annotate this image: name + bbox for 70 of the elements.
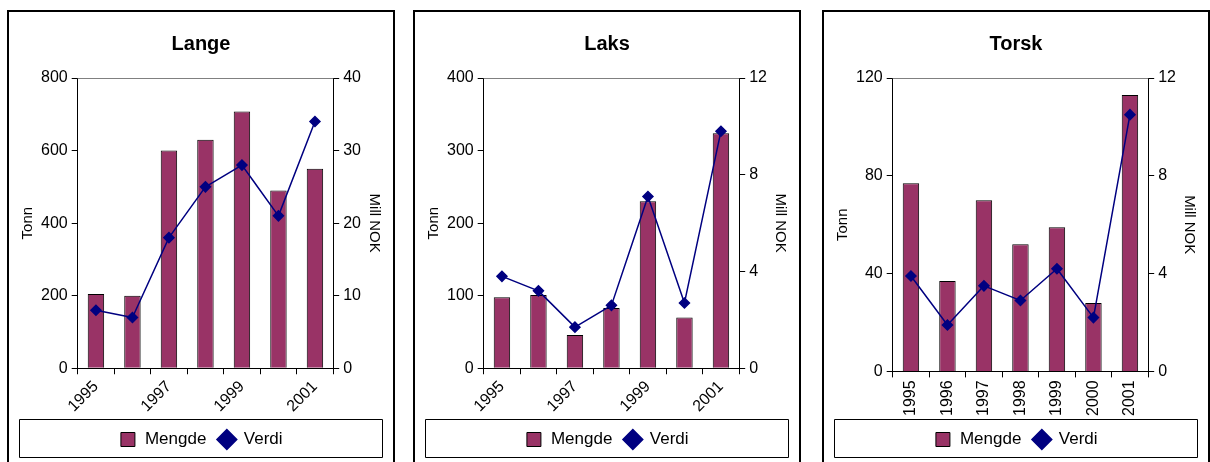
- y-tick-label: 0: [873, 361, 883, 379]
- y-tick-label: 0: [464, 358, 474, 376]
- x-tick-label: 1998: [1010, 380, 1028, 416]
- point: [309, 115, 321, 128]
- y-tick-label: 200: [40, 286, 68, 304]
- legend-label: Mengde: [144, 429, 207, 449]
- x-tick-label: 2001: [1120, 380, 1138, 416]
- point: [272, 210, 285, 222]
- point: [605, 299, 618, 312]
- point: [978, 280, 990, 292]
- point: [1124, 108, 1136, 121]
- legend-label: Mengde: [959, 429, 1022, 449]
- y2-tick-label: 20: [343, 213, 362, 231]
- point: [715, 125, 727, 137]
- y2-tick-label: 12: [749, 68, 768, 86]
- point: [126, 311, 139, 324]
- y-axis-title: Tonn: [833, 208, 851, 241]
- point: [941, 319, 954, 331]
- x-tick-label: 1995: [901, 380, 919, 416]
- y-tick-label: 120: [855, 68, 883, 86]
- point: [163, 231, 175, 244]
- point: [569, 321, 581, 333]
- y2-axis-title: Mill NOK: [366, 193, 384, 253]
- y-tick-label: 200: [446, 213, 474, 231]
- y-tick-label: 400: [446, 68, 474, 86]
- y-tick-label: 800: [40, 68, 68, 86]
- legend-label: Verdi: [649, 429, 689, 449]
- chart-title: Laks: [584, 31, 630, 54]
- y2-axis-title: Mill NOK: [772, 193, 790, 253]
- y-tick-label: 400: [40, 213, 68, 231]
- point: [1087, 311, 1100, 324]
- y-axis-title: Tonn: [424, 206, 442, 240]
- y2-tick-label: 0: [749, 358, 759, 376]
- point: [905, 270, 917, 282]
- x-tick-label: 1996: [937, 380, 955, 416]
- x-tick-label: 1997: [974, 380, 992, 416]
- y2-tick-label: 0: [1158, 361, 1168, 379]
- y-tick-label: 80: [864, 166, 883, 184]
- y2-tick-label: 12: [1158, 68, 1177, 86]
- y2-tick-label: 30: [343, 140, 362, 158]
- y-tick-label: 300: [446, 140, 474, 158]
- chart-title: Torsk: [989, 31, 1044, 54]
- y-tick-label: 40: [864, 264, 883, 282]
- y-tick-label: 600: [40, 140, 68, 158]
- y2-tick-label: 40: [343, 68, 362, 86]
- point: [678, 297, 691, 309]
- x-tick-label: 2000: [1083, 380, 1101, 416]
- legend-label: Verdi: [1058, 429, 1098, 449]
- y2-tick-label: 10: [343, 286, 362, 304]
- legend-label: Mengde: [550, 429, 613, 449]
- point: [236, 159, 248, 171]
- y-tick-label: 100: [446, 286, 474, 304]
- point: [496, 270, 508, 283]
- point: [90, 304, 102, 316]
- x-tick-label: 1999: [1047, 380, 1065, 416]
- y-tick-label: 0: [58, 358, 68, 376]
- y2-tick-label: 4: [749, 261, 759, 279]
- point: [1014, 294, 1027, 307]
- point: [1051, 262, 1063, 275]
- point: [642, 190, 654, 203]
- point: [532, 285, 545, 297]
- y2-tick-label: 8: [1158, 166, 1168, 184]
- point: [199, 181, 212, 193]
- chart-title: Lange: [171, 31, 231, 54]
- y-axis-title: Tonn: [18, 206, 36, 240]
- y2-axis-title: Mill NOK: [1181, 195, 1199, 255]
- y2-tick-label: 8: [749, 165, 759, 183]
- y2-tick-label: 0: [343, 358, 353, 376]
- y2-tick-label: 4: [1158, 264, 1168, 282]
- legend-label: Verdi: [243, 429, 283, 449]
